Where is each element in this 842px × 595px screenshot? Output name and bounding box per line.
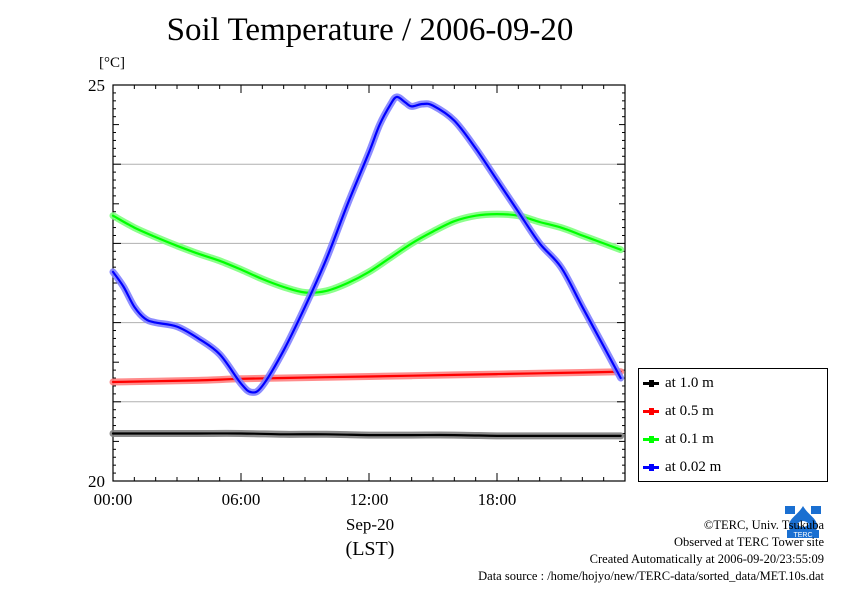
legend-entry: at 1.0 m (643, 372, 714, 394)
legend-label: at 0.02 m (665, 458, 722, 475)
y-axis-unit-label: [°C] (99, 55, 125, 71)
x-axis-label: Sep-20 (345, 515, 395, 534)
x-axis-sublabel: (LST) (345, 538, 395, 560)
y-tick-label: 25 (88, 76, 105, 95)
series-line-0 (111, 432, 622, 438)
series-line-3 (111, 95, 622, 394)
terc-logo-icon: TERC (783, 504, 823, 540)
y-tick-label: 20 (88, 472, 105, 491)
legend-swatch (643, 463, 659, 471)
chart-title: Soil Temperature / 2006-09-20 (166, 12, 574, 48)
legend-swatch (643, 435, 659, 443)
credits-block: ©TERC, Univ. Tsukuba Observed at TERC To… (478, 517, 824, 585)
legend-swatch (643, 407, 659, 415)
legend-entry: at 0.02 m (643, 456, 721, 478)
source-text: Data source : /home/hojyo/new/TERC-data/… (478, 569, 824, 583)
observed-text: Observed at TERC Tower site (673, 535, 824, 549)
created-text: Created Automatically at 2006-09-20/23:5… (589, 552, 824, 566)
legend-entry: at 0.5 m (643, 400, 714, 422)
series-line-2 (111, 213, 622, 294)
legend-label: at 0.5 m (665, 402, 714, 419)
x-tick-label: 00:00 (94, 490, 133, 509)
legend: at 1.0 m at 0.5 m at 0.1 m at 0.02 m (638, 368, 828, 482)
legend-label: at 1.0 m (665, 374, 714, 391)
copyright-text: ©TERC, Univ. Tsukuba (703, 518, 824, 532)
series-line-1 (111, 370, 622, 384)
x-tick-label: 12:00 (350, 490, 389, 509)
svg-text:TERC: TERC (793, 532, 812, 539)
x-tick-label: 18:00 (478, 490, 517, 509)
legend-entry: at 0.1 m (643, 428, 714, 450)
x-tick-label: 06:00 (222, 490, 261, 509)
legend-swatch (643, 379, 659, 387)
legend-label: at 0.1 m (665, 430, 714, 447)
series-line-halo-3 (109, 93, 625, 396)
